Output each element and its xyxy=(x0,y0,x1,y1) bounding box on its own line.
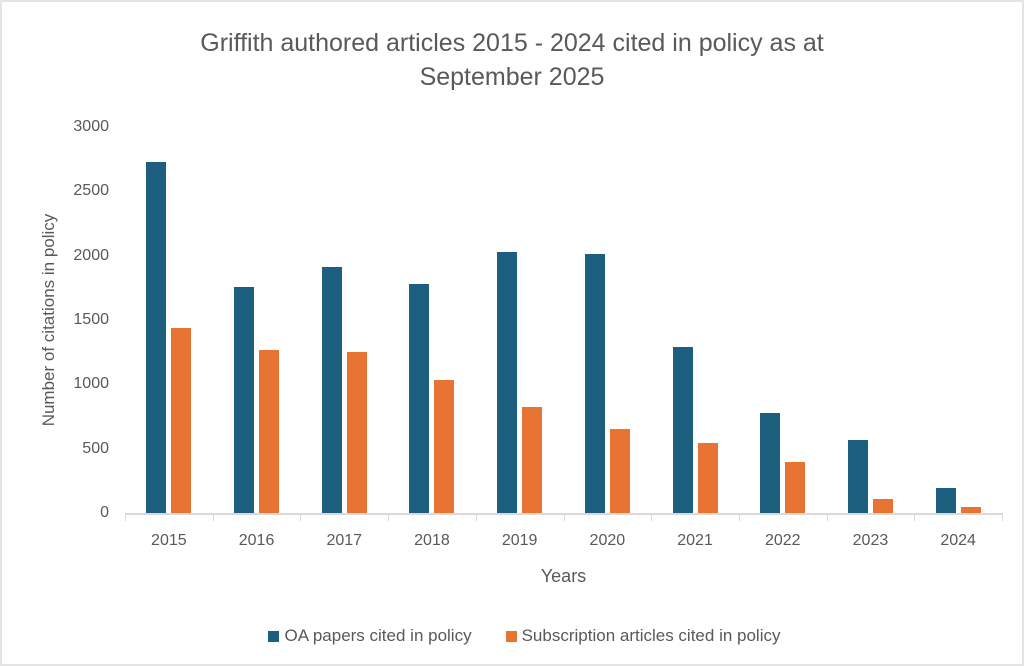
x-category-label-2016: 2016 xyxy=(238,532,275,549)
bar-2021-series-2 xyxy=(697,442,718,513)
legend-label: Subscription articles cited in policy xyxy=(521,626,781,645)
x-category-label-2024: 2024 xyxy=(940,532,976,549)
chart-title-line-2: September 2025 xyxy=(419,63,605,91)
x-category-label-2018: 2018 xyxy=(414,532,450,549)
legend-item-2: Subscription articles cited in policy xyxy=(505,626,781,646)
y-tick-label-2000: 2000 xyxy=(73,246,109,264)
x-tick-mark-0 xyxy=(125,513,126,521)
x-tick-mark-7 xyxy=(738,513,740,521)
legend-item-1: OA papers cited in policy xyxy=(268,626,472,646)
x-category-label-2020: 2020 xyxy=(589,532,626,549)
bar-2024-series-2 xyxy=(960,506,981,513)
bar-2023-series-2 xyxy=(872,498,893,513)
bar-2018-series-2 xyxy=(434,380,455,513)
bar-2016-series-1 xyxy=(234,286,255,513)
chart-title: Griffith authored articles 2015 - 2024 c… xyxy=(2,26,1022,94)
bar-2019-series-2 xyxy=(522,406,543,513)
bar-2020-series-2 xyxy=(609,429,630,513)
bar-2022-series-1 xyxy=(760,412,781,513)
x-category-label-2019: 2019 xyxy=(501,532,538,549)
bar-2019-series-1 xyxy=(497,251,518,513)
bar-2024-series-1 xyxy=(935,487,956,513)
x-category-label-2023: 2023 xyxy=(852,532,889,549)
chart-title-line-1: Griffith authored articles 2015 - 2024 c… xyxy=(200,29,824,57)
y-tick-label-1000: 1000 xyxy=(73,375,109,393)
bar-2016-series-2 xyxy=(259,350,280,513)
y-tick-label-1500: 1500 xyxy=(73,311,109,328)
x-tick-mark-2 xyxy=(300,513,302,521)
bar-2018-series-1 xyxy=(409,283,430,513)
x-tick-mark-3 xyxy=(388,513,390,521)
x-tick-mark-1 xyxy=(212,513,214,521)
x-axis-title: Years xyxy=(540,566,587,586)
y-tick-label-2500: 2500 xyxy=(73,182,109,200)
bar-2017-series-2 xyxy=(346,351,367,513)
legend-label: OA papers cited in policy xyxy=(284,626,472,645)
bar-2015-series-2 xyxy=(171,327,192,513)
y-tick-label-3000: 3000 xyxy=(73,118,109,135)
x-category-label-2015: 2015 xyxy=(151,532,187,549)
x-category-label-2021: 2021 xyxy=(677,532,713,549)
x-tick-mark-8 xyxy=(826,513,828,521)
y-tick-label-500: 500 xyxy=(82,439,109,457)
y-tick-label-0: 0 xyxy=(100,504,109,521)
x-tick-mark-4 xyxy=(475,513,477,521)
x-tick-mark-6 xyxy=(651,513,653,521)
legend-swatch-icon xyxy=(268,630,280,642)
bar-2015-series-1 xyxy=(146,161,167,513)
bar-2020-series-1 xyxy=(584,254,605,513)
chart-legend: OA papers cited in policy Subscription ar… xyxy=(2,626,1022,646)
x-category-label-2017: 2017 xyxy=(326,532,363,549)
bar-2023-series-1 xyxy=(847,440,868,513)
x-tick-mark-10 xyxy=(1002,513,1003,521)
x-category-label-2022: 2022 xyxy=(764,532,801,549)
legend-swatch-icon xyxy=(505,630,517,642)
bar-2022-series-2 xyxy=(785,461,806,513)
bar-2021-series-1 xyxy=(672,347,693,513)
x-tick-mark-9 xyxy=(914,513,916,521)
bar-2017-series-1 xyxy=(321,266,342,513)
x-tick-mark-5 xyxy=(563,513,565,521)
